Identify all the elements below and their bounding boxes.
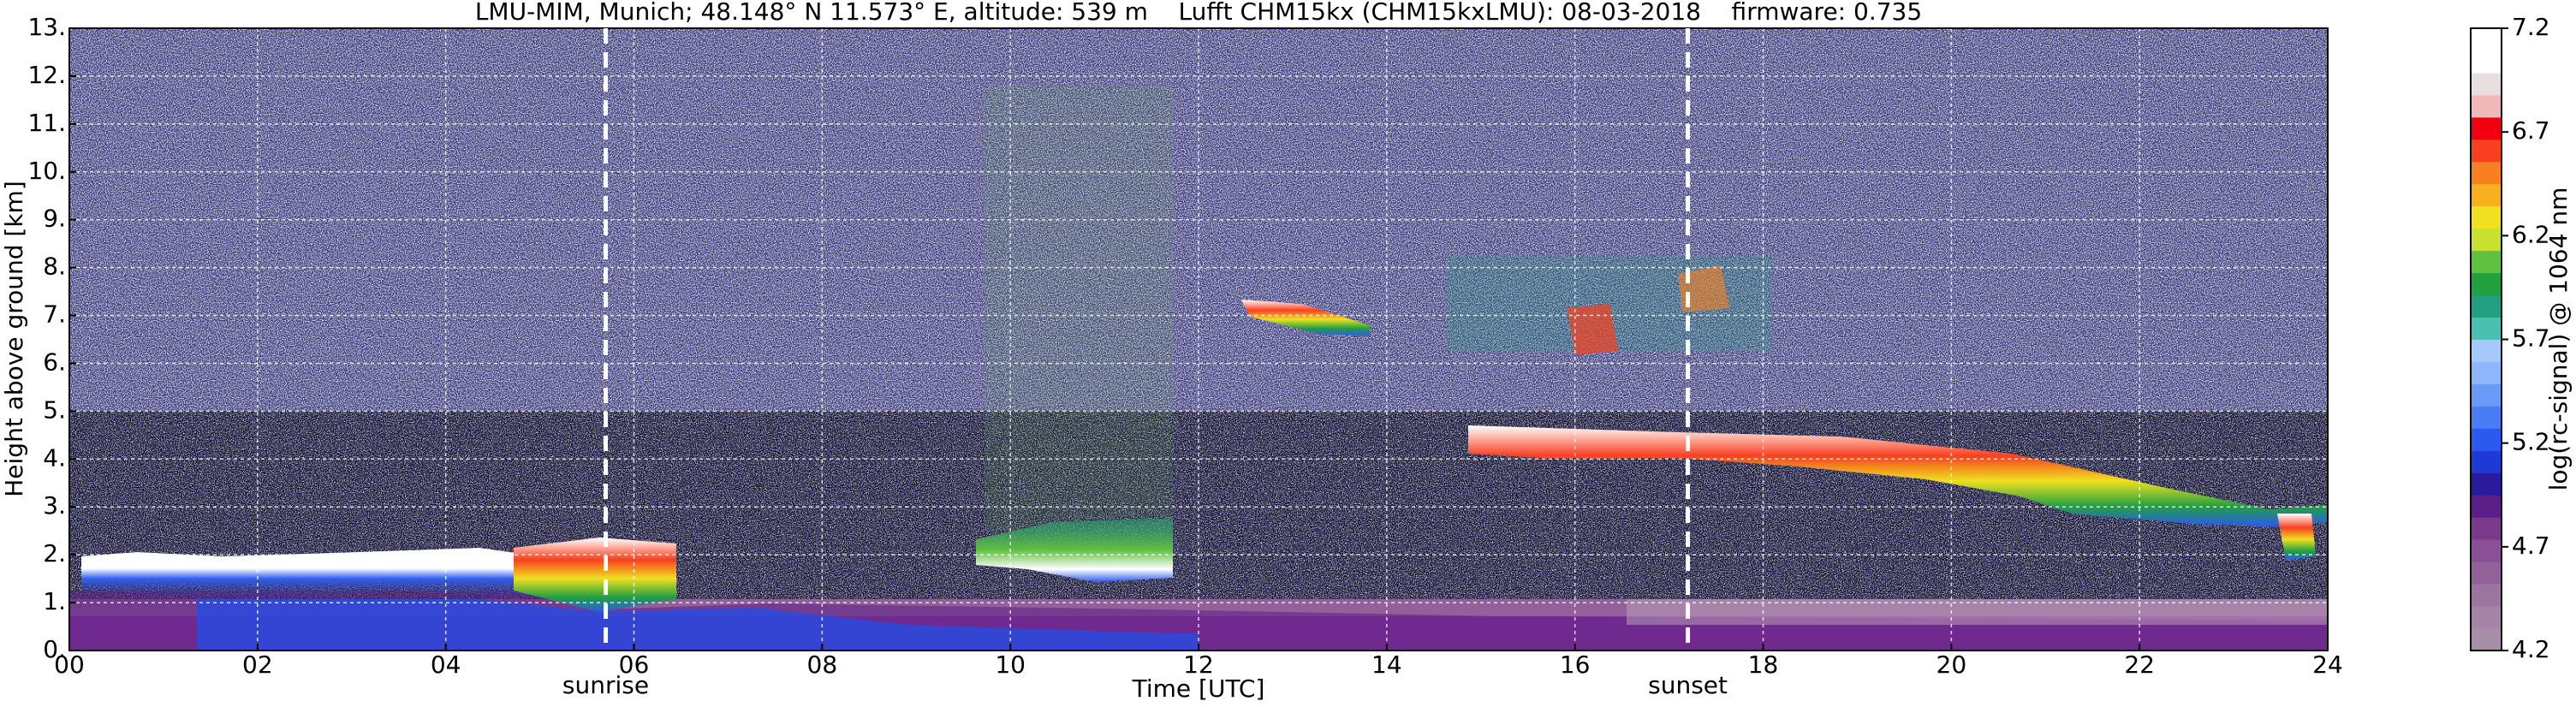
colorbar-tick-label: 6.7 [2512,116,2550,145]
y-tick-label: 13. [27,13,66,41]
y-tick-label: 9. [43,205,66,233]
y-tick-label: 4. [43,443,66,472]
colorbar-segment [2471,339,2502,362]
colorbar-segment [2471,472,2502,496]
colorbar-segment [2471,94,2502,118]
colorbar-segment [2471,72,2502,96]
x-tick-label: 04 [431,651,461,679]
y-axis-label: Height above ground [km] [0,181,28,497]
colorbar-tick-label: 4.2 [2512,635,2550,663]
cloud [2277,514,2316,561]
aerosol [197,599,1199,651]
colorbar-segment [2471,294,2502,318]
colorbar-segment [2471,139,2502,163]
colorbar-segment [2471,383,2502,407]
colorbar-segment [2471,628,2502,651]
colorbar-tick-label: 5.7 [2512,324,2550,353]
colorbar-segment [2471,161,2502,185]
colorbar-segment [2471,183,2502,207]
colorbar-segment [2471,495,2502,518]
x-tick-label: 16 [1560,651,1591,679]
y-tick-label: 6. [43,348,66,376]
colorbar-segment [2471,361,2502,384]
cloud [514,538,676,612]
y-tick-label: 10. [27,157,66,185]
colorbar-tick-label: 5.2 [2512,428,2550,456]
colorbar-segment [2471,250,2502,274]
cloud [1678,265,1729,312]
colorbar-segment [2471,228,2502,252]
colorbar-segment [2471,272,2502,296]
x-tick-label: 12 [1183,651,1214,679]
cloud [976,518,1173,582]
annotation-label: sunrise [562,671,649,699]
colorbar-segment [2471,406,2502,429]
signal-field [69,28,2328,651]
colorbar-segment [2471,539,2502,562]
annotation-label: sunset [1648,671,1728,699]
x-tick-label: 22 [2124,651,2155,679]
cloud [81,548,539,599]
x-tick-label: 08 [807,651,838,679]
x-axis-label: Time [UTC] [1132,674,1265,703]
y-tick-label: 8. [43,253,66,281]
colorbar-segment [2471,317,2502,340]
y-tick-label: 2. [43,539,66,567]
x-tick-label: 20 [1936,651,1967,679]
x-tick-label: 10 [995,651,1026,679]
cloud [1567,304,1618,355]
cloud [1468,425,2328,526]
colorbar-tick-label: 4.7 [2512,532,2550,560]
y-tick-label: 7. [43,300,66,329]
x-tick-label: 18 [1748,651,1779,679]
colorbar-segment [2471,450,2502,473]
y-tick-label: 0. [43,635,66,663]
colorbar-tick-label: 7.2 [2512,13,2550,41]
colorbar-segment [2471,517,2502,540]
y-tick-label: 1. [43,587,66,615]
y-tick-label: 5. [43,395,66,424]
colorbar-segment [2471,116,2502,140]
colorbar-tick-label: 6.2 [2512,220,2550,248]
chart-title: LMU-MIM, Munich; 48.148° N 11.573° E, al… [475,0,1922,26]
colorbar-segment [2471,205,2502,229]
colorbar-label: log(rc-signal) @ 1064 nm [2544,187,2573,491]
x-tick-label: 06 [619,651,650,679]
cloud [1241,300,1370,336]
aerosol [1627,599,2328,625]
x-tick-label: 00 [54,651,85,679]
x-tick-label: 02 [242,651,273,679]
colorbar-segment [2471,561,2502,585]
haze [985,86,1173,531]
y-tick-label: 12. [27,61,66,89]
y-tick-label: 11. [27,109,66,137]
colorbar-segment [2471,606,2502,629]
y-tick-label: 3. [43,491,66,520]
colorbar-segment [2471,50,2502,74]
x-tick-label: 24 [2312,651,2343,679]
x-tick-label: 14 [1371,651,1402,679]
colorbar-segment [2471,28,2502,51]
colorbar-segment [2471,428,2502,451]
colorbar-segment [2471,584,2502,607]
